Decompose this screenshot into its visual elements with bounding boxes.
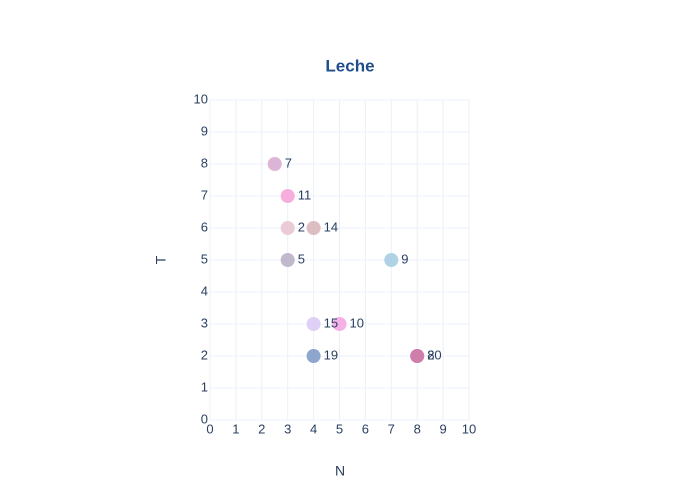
point-label: 11 (298, 187, 312, 202)
point-label: 7 (285, 155, 292, 170)
point (332, 317, 347, 331)
point-label: 15 (324, 315, 338, 330)
point-label: 5 (298, 251, 305, 266)
y-tick-label: 4 (201, 283, 208, 298)
chart-title: Leche (325, 56, 374, 75)
x-tick-label: 5 (336, 421, 343, 436)
point-label: 19 (324, 347, 338, 362)
point (280, 221, 295, 235)
x-tick-label: 10 (462, 421, 476, 436)
point-label: 8 (427, 347, 434, 362)
point (410, 349, 425, 363)
y-tick-label: 9 (201, 123, 208, 138)
x-tick-label: 2 (258, 421, 265, 436)
y-tick-label: 5 (201, 251, 208, 266)
y-tick-label: 3 (201, 315, 208, 330)
point-label: 14 (324, 219, 338, 234)
y-tick-label: 0 (201, 411, 208, 426)
point-label: 20 (427, 347, 441, 362)
y-tick-label: 6 (201, 219, 208, 234)
x-tick-label: 8 (414, 421, 421, 436)
y-tick-label: 10 (194, 91, 208, 106)
x-tick-label: 0 (206, 421, 213, 436)
point (306, 317, 321, 331)
x-tick-label: 7 (388, 421, 395, 436)
y-tick-label: 2 (201, 347, 208, 362)
x-axis-title: N (335, 463, 345, 479)
point (384, 253, 399, 267)
y-axis-title: T (153, 255, 169, 264)
y-tick-label: 8 (201, 155, 208, 170)
point-label: 2 (298, 219, 305, 234)
x-tick-label: 9 (439, 421, 446, 436)
x-tick-label: 3 (284, 421, 291, 436)
point (306, 221, 321, 235)
point-label: 9 (401, 251, 408, 266)
point (306, 349, 321, 363)
x-tick-label: 1 (232, 421, 239, 436)
point (267, 157, 282, 171)
y-tick-label: 1 (201, 379, 208, 394)
y-tick-label: 7 (201, 187, 208, 202)
point (280, 189, 295, 203)
x-tick-label: 6 (362, 421, 369, 436)
point-label: 10 (350, 315, 364, 330)
x-tick-label: 4 (310, 421, 317, 436)
point (280, 253, 295, 267)
